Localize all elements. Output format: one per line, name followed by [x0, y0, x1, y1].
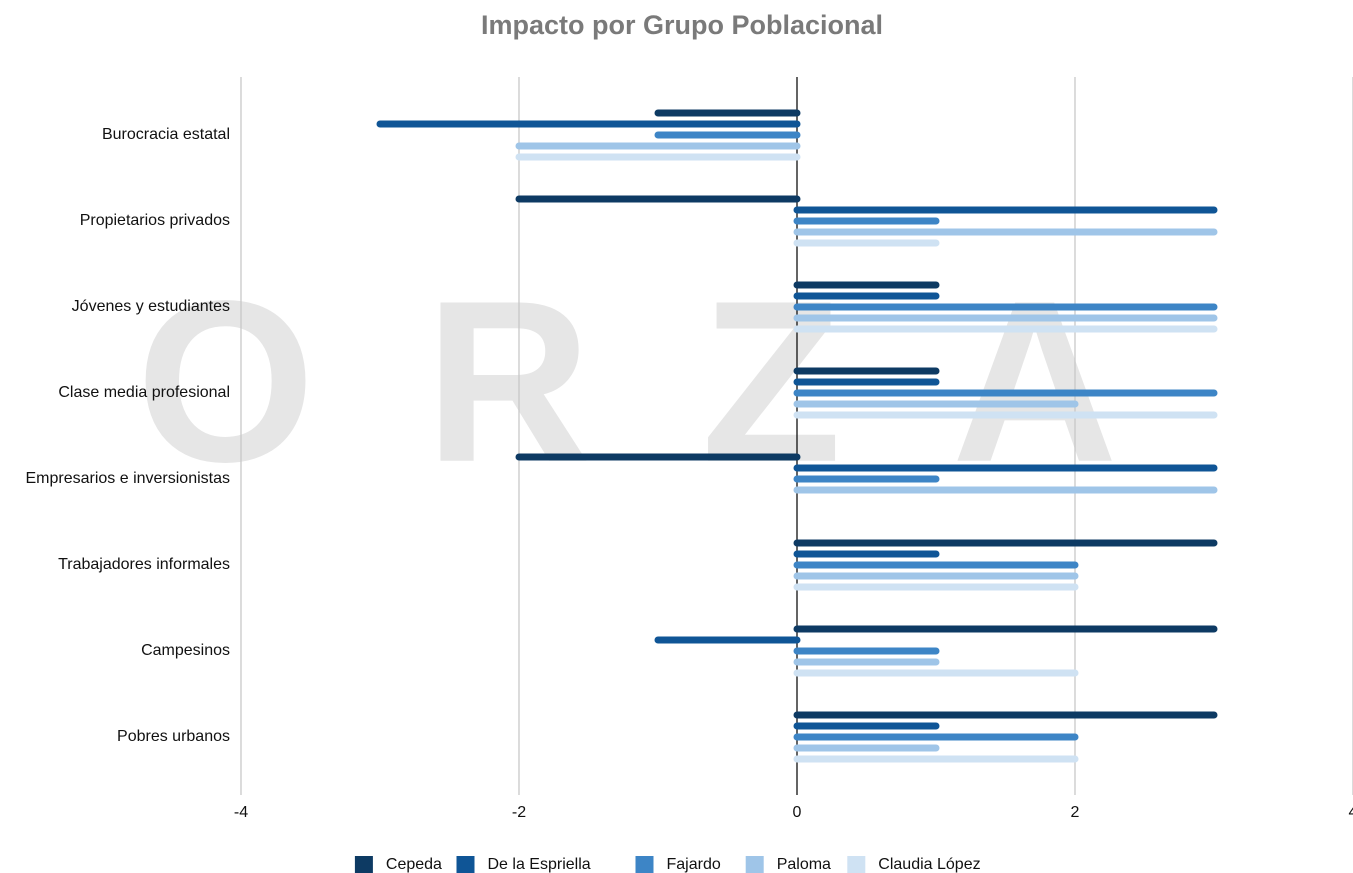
- chart-title: Impacto por Grupo Poblacional: [481, 10, 883, 40]
- x-tick-label: 0: [793, 804, 802, 821]
- legend-swatch: [635, 856, 654, 873]
- y-tick-label: Jóvenes y estudiantes: [72, 298, 230, 315]
- y-tick-label: Pobres urbanos: [117, 728, 230, 745]
- legend-swatch: [745, 856, 764, 873]
- x-tick-label: -4: [234, 804, 248, 821]
- y-tick-label: Trabajadores informales: [58, 556, 230, 573]
- x-tick-label: -2: [512, 804, 526, 821]
- y-tick-label: Propietarios privados: [80, 212, 230, 229]
- y-tick-label: Clase media profesional: [58, 384, 230, 401]
- legend-label: De la Espriella: [488, 856, 591, 873]
- x-tick-label: 2: [1071, 804, 1080, 821]
- y-tick-label: Burocracia estatal: [102, 126, 230, 143]
- legend-swatch: [456, 856, 475, 873]
- legend-label: Paloma: [777, 856, 831, 873]
- y-tick-label: Campesinos: [141, 642, 230, 659]
- x-tick-label: 4: [1349, 804, 1353, 821]
- legend-label: Fajardo: [667, 856, 721, 873]
- legend-label: Claudia López: [878, 856, 980, 873]
- legend-swatch: [847, 856, 866, 873]
- legend-label: Cepeda: [386, 856, 442, 873]
- y-tick-label: Empresarios e inversionistas: [25, 470, 230, 487]
- legend-swatch: [354, 856, 373, 873]
